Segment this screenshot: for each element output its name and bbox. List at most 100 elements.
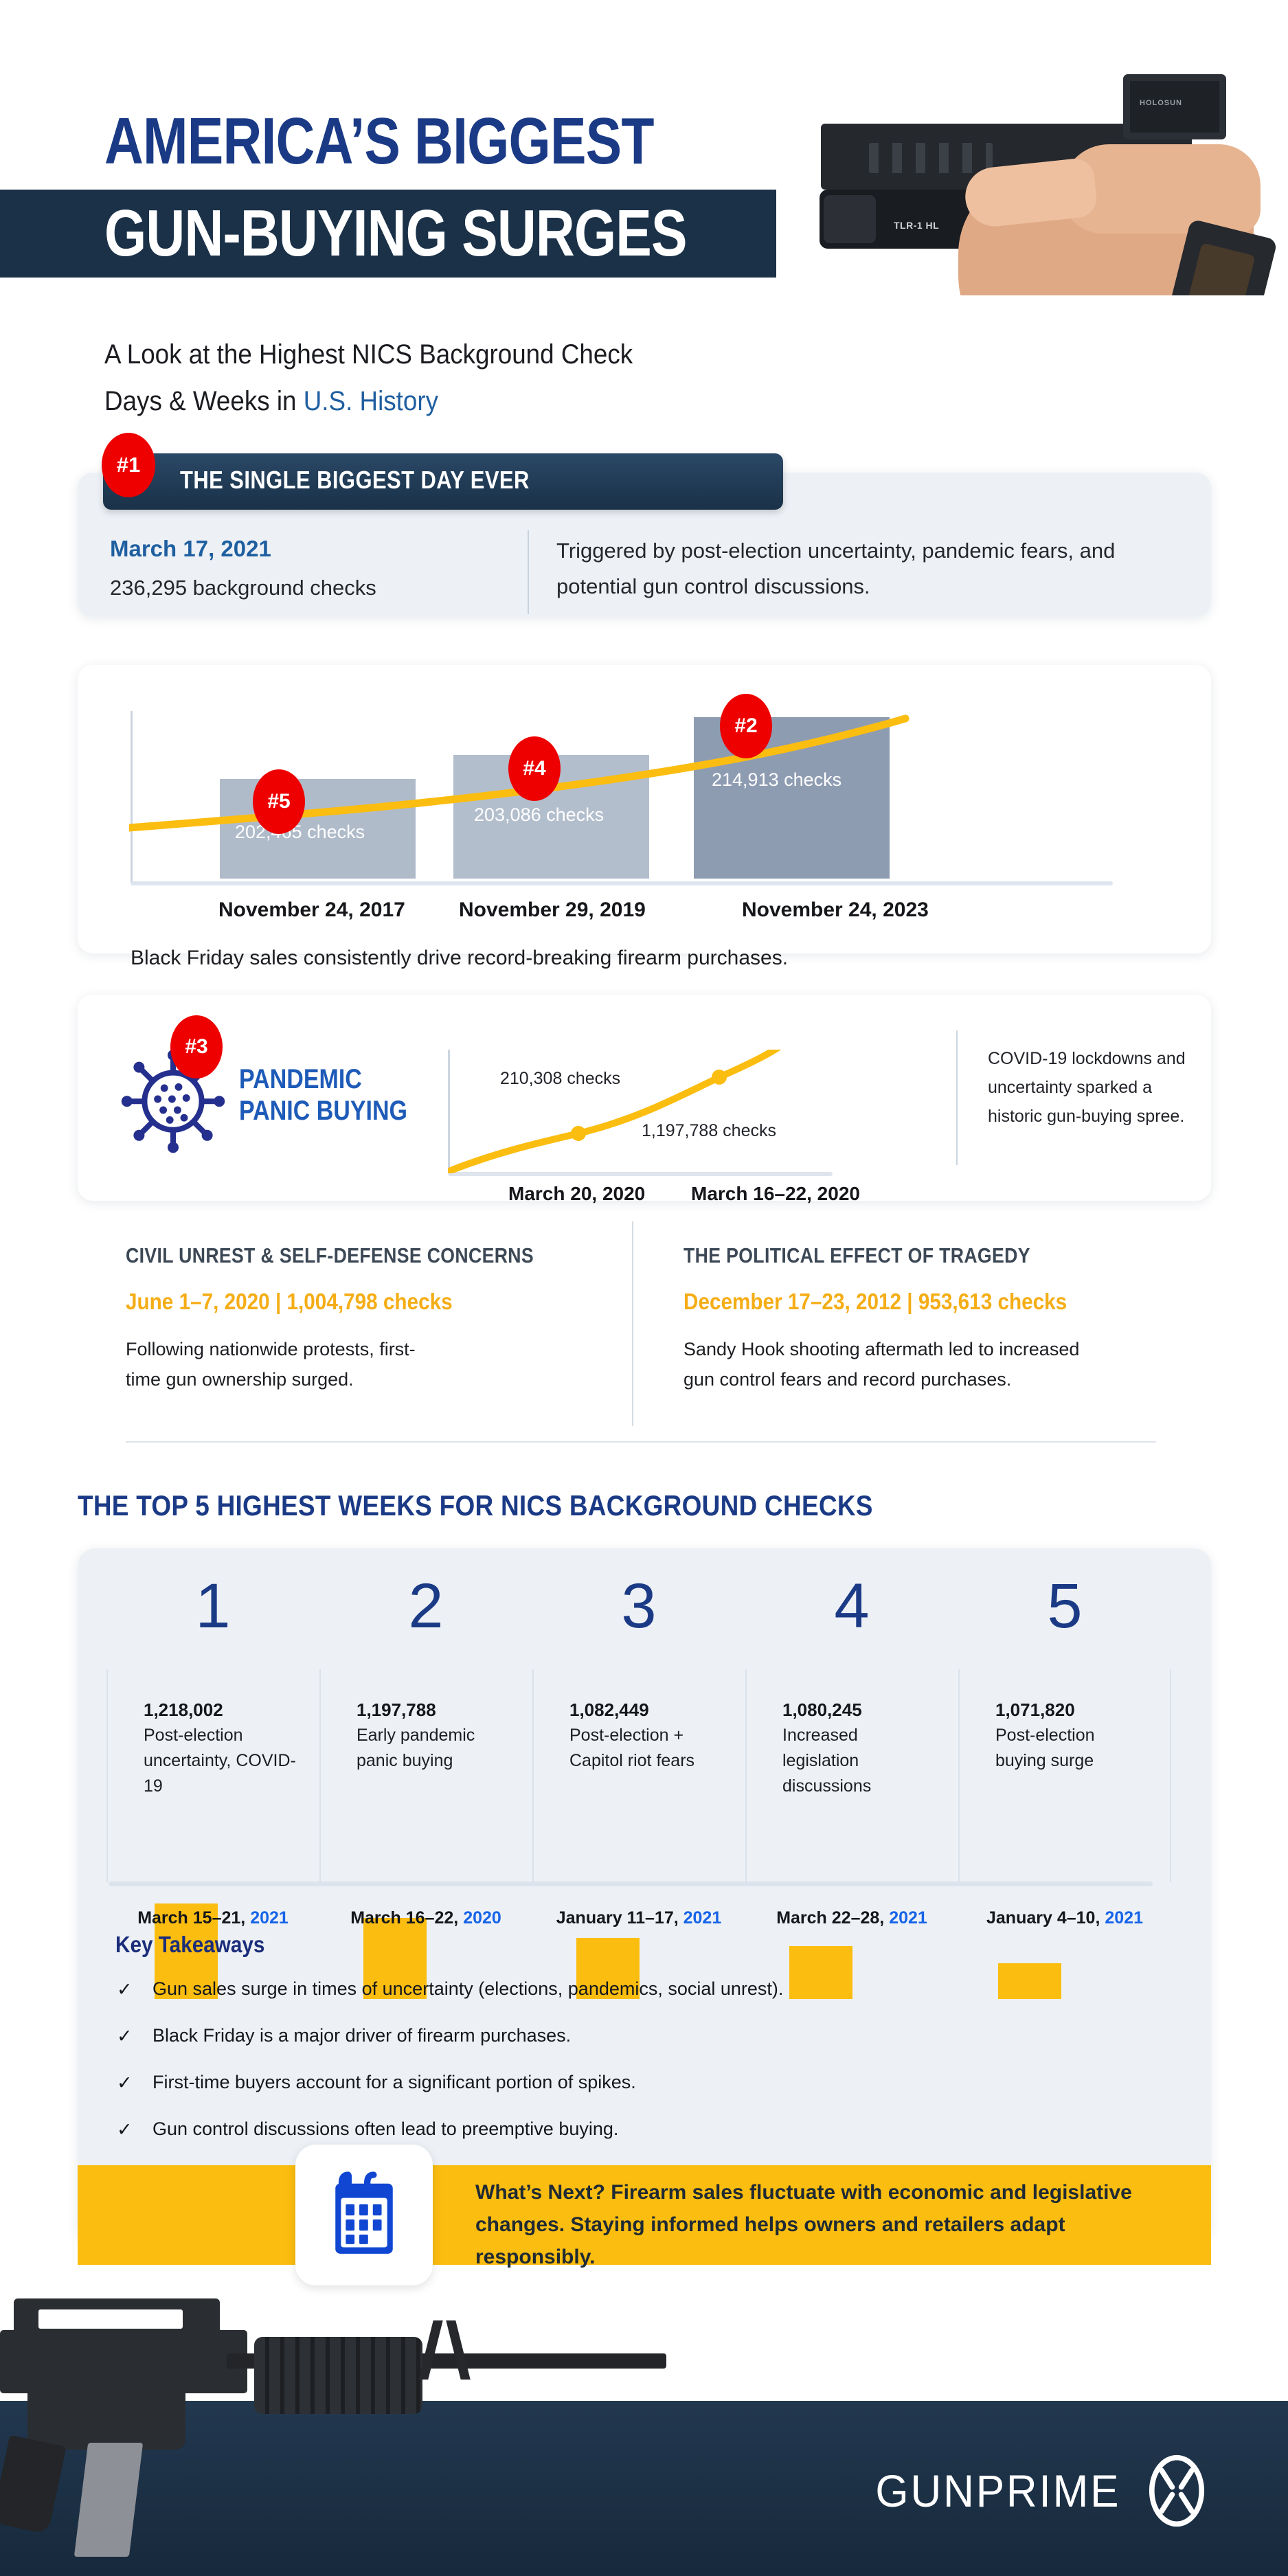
page-subtitle: A Look at the Highest NICS Background Ch… (104, 331, 774, 425)
top5-date-2-year: 2020 (463, 1908, 501, 1928)
pandemic-title: PANDEMIC PANIC BUYING (239, 1063, 407, 1127)
top5-cell-5: 1,071,820 Post-election buying surge (958, 1669, 1171, 1999)
divider (528, 530, 529, 614)
whats-next-text: What’s Next? Firearm sales fluctuate wit… (475, 2181, 1132, 2268)
subtitle-link[interactable]: U.S. History (303, 386, 439, 416)
top5-date-3: January 11–17, 2021 (532, 1908, 745, 1928)
top5-value-2: 1,197,788 (357, 1699, 436, 1720)
top5-desc-3: Post-election + Capitol riot fears (569, 1726, 695, 1770)
top5-desc-1: Post-election uncertainty, COVID-19 (144, 1726, 296, 1796)
light-brand-label: TLR-1 HL (894, 220, 940, 231)
ribbon-label: THE SINGLE BIGGEST DAY EVER (180, 466, 530, 494)
pandemic-curve-svg (448, 1050, 782, 1173)
pistol-photo: HOLOSUN TLR-1 HL (697, 0, 1288, 295)
top5-date-5-month: January 4–10, (986, 1908, 1100, 1928)
top5-rank-col-3: 3 (532, 1573, 745, 1639)
takeaway-item-1: ✓ Gun sales surge in times of uncertaint… (117, 1978, 1114, 2000)
top5-baseline (109, 1882, 1153, 1886)
top5-bar-4 (789, 1946, 852, 1999)
rank-number-2: 2 (408, 1571, 444, 1641)
sight-brand-label: HOLOSUN (1140, 99, 1182, 107)
bar-label-2023: November 24, 2023 (742, 899, 929, 921)
pandemic-title-line1: PANDEMIC (239, 1064, 362, 1094)
top5-bar-3 (576, 1938, 640, 1999)
political-tragedy-body: Sandy Hook shooting aftermath led to inc… (683, 1339, 1080, 1390)
top5-date-1-month: March 15–21, (137, 1908, 246, 1928)
takeaway-item-4: ✓ Gun control discussions often lead to … (117, 2119, 1114, 2140)
pandemic-card (78, 995, 1211, 1201)
top5-date-4-year: 2021 (889, 1908, 927, 1928)
subtitle-line1: A Look at the Highest NICS Background Ch… (104, 339, 633, 370)
divider (956, 1030, 958, 1165)
top5-desc-4: Increased legislation discussions (782, 1726, 872, 1796)
line-value-label-1: 210,308 checks (500, 1069, 621, 1088)
political-tragedy-heading: THE POLITICAL EFFECT OF TRAGEDY (683, 1243, 1030, 1267)
takeaway-item-3: ✓ First-time buyers account for a signif… (117, 2072, 1114, 2093)
top5-rank-col-2: 2 (319, 1573, 532, 1639)
civil-unrest-highlight: June 1–7, 2020 | 1,004,798 checks (126, 1289, 453, 1314)
line-chart-y-axis (448, 1050, 450, 1173)
rifle-pistol-grip (0, 2434, 67, 2535)
biggest-day-date: March 17, 2021 (110, 536, 271, 561)
rifle-front-sight-right (446, 2320, 471, 2380)
biggest-day-description: Triggered by post-election uncertainty, … (556, 539, 1116, 598)
top5-date-1-year: 2021 (250, 1908, 289, 1928)
check-icon: ✓ (117, 2072, 133, 2093)
top5-date-2-month: March 16–22, (350, 1908, 459, 1928)
top5-cell-2: 1,197,788 Early pandemic panic buying (319, 1669, 532, 1999)
bar-value-2017: 202,465 checks (235, 822, 365, 842)
top5-cell-1: 1,218,002 Post-election uncertainty, COV… (106, 1669, 319, 1999)
red-dot-sight: HOLOSUN (1123, 74, 1226, 139)
top5-title: THE TOP 5 HIGHEST WEEKS FOR NICS BACKGRO… (78, 1489, 873, 1522)
top5-card (78, 1548, 1211, 2242)
pandemic-description: COVID-19 lockdowns and uncertainty spark… (988, 1049, 1186, 1126)
takeaway-text-1: Gun sales surge in times of uncertainty … (152, 1978, 784, 1999)
rank-number-4: 4 (834, 1571, 870, 1641)
biggest-day-checks: 236,295 background checks (110, 576, 376, 600)
bar-2017: 202,465 checks (220, 779, 416, 879)
line-chart-x-axis (448, 1172, 833, 1176)
rank-badge-2: #2 (720, 694, 772, 758)
top5-date-2: March 16–22, 2020 (319, 1908, 532, 1928)
top5-date-3-month: January 11–17, (556, 1908, 679, 1928)
footer-logo[interactable]: GUNPRIME (868, 2452, 1207, 2529)
civil-unrest-column: CIVIL UNREST & SELF-DEFENSE CONCERNS Jun… (126, 1243, 534, 1394)
subtitle-line2: Days & Weeks in (104, 386, 304, 416)
chart-x-axis (131, 881, 1113, 885)
rank-badge-5: #5 (253, 769, 305, 834)
top5-cell-3: 1,082,449 Post-election + Capitol riot f… (532, 1669, 745, 1999)
rifle-upper-receiver (0, 2330, 247, 2393)
top5-rank-col-4: 4 (745, 1573, 958, 1639)
top5-date-4-month: March 22–28, (776, 1908, 885, 1928)
top5-value-3: 1,082,449 (569, 1699, 649, 1720)
rank-number-1: 1 (195, 1571, 231, 1641)
top5-bar-1 (155, 1903, 218, 1999)
bar-label-2017: November 24, 2017 (218, 899, 405, 921)
bar-label-2019: November 29, 2019 (459, 899, 646, 921)
top5-bar-5 (998, 1963, 1061, 1999)
top5-rank-col-1: 1 (106, 1573, 319, 1639)
section-divider (126, 1441, 1156, 1443)
biggest-day-ribbon: THE SINGLE BIGGEST DAY EVER (103, 453, 783, 510)
bar-value-2019: 203,086 checks (474, 804, 605, 825)
takeaway-text-4: Gun control discussions often lead to pr… (152, 2119, 619, 2139)
political-tragedy-column: THE POLITICAL EFFECT OF TRAGEDY December… (683, 1243, 1109, 1394)
takeaway-text-2: Black Friday is a major driver of firear… (152, 2025, 572, 2046)
key-takeaways-title: Key Takeaways (115, 1932, 265, 1957)
rifle-lower-receiver (27, 2389, 185, 2450)
top5-date-4: March 22–28, 2021 (745, 1908, 958, 1928)
top5-value-1: 1,218,002 (144, 1699, 223, 1720)
top5-cell-4: 1,080,245 Increased legislation discussi… (745, 1669, 958, 1999)
civil-unrest-body: Following nationwide protests, first-tim… (126, 1339, 416, 1390)
rank-badge-4: #4 (508, 736, 561, 801)
top5-date-5-year: 2021 (1105, 1908, 1143, 1928)
rifle-handguard (254, 2337, 422, 2414)
rifle-carry-handle (14, 2298, 220, 2331)
hero-section: HOLOSUN TLR-1 HL AMERICA’S BIGGEST GUN-B… (0, 0, 1288, 330)
rank-number-3: 3 (621, 1571, 657, 1641)
top5-bar-2 (363, 1918, 427, 1999)
brand-wordmark: GUNPRIME (875, 2465, 1121, 2516)
title-band (0, 190, 776, 278)
pandemic-title-line2: PANIC BUYING (239, 1096, 407, 1126)
top5-date-3-year: 2021 (683, 1908, 722, 1928)
